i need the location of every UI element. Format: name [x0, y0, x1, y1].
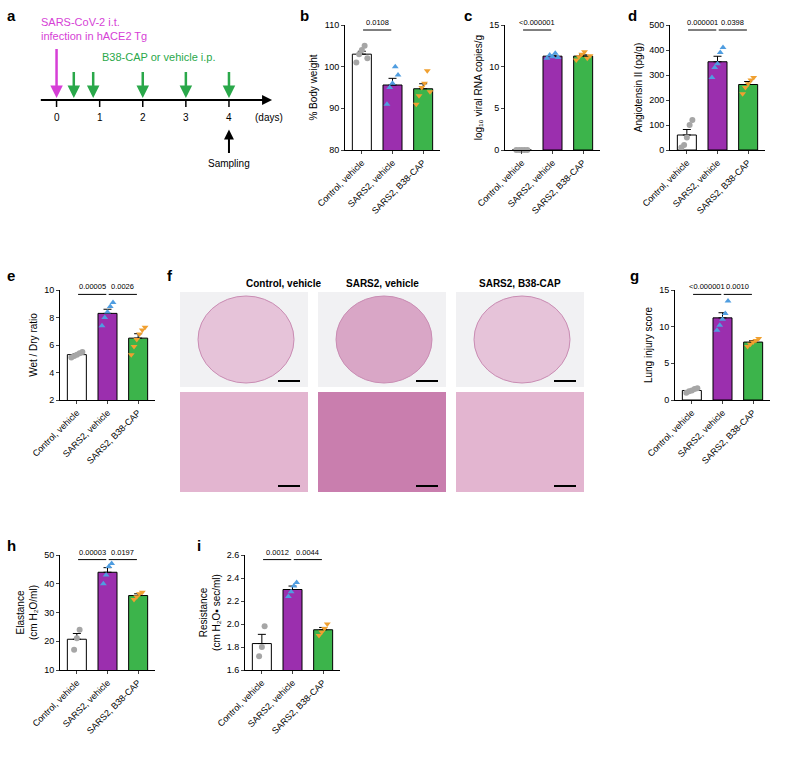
svg-text:SARS2, B38-CAP: SARS2, B38-CAP: [270, 678, 328, 736]
svg-text:0.0026: 0.0026: [111, 282, 134, 291]
svg-text:Control, vehicle: Control, vehicle: [246, 278, 321, 289]
svg-text:SARS2, B38-CAP: SARS2, B38-CAP: [370, 158, 428, 216]
svg-text:Control, vehicle: Control, vehicle: [646, 408, 697, 459]
svg-text:e: e: [7, 267, 15, 284]
svg-text:10: 10: [44, 665, 54, 675]
svg-text:Control, vehicle: Control, vehicle: [316, 158, 367, 209]
svg-text:5: 5: [494, 103, 499, 113]
svg-text:Control, vehicle: Control, vehicle: [641, 158, 692, 209]
svg-text:2: 2: [140, 112, 146, 123]
svg-text:10: 10: [44, 285, 54, 295]
svg-text:log₁₀ viral RNA copies/g: log₁₀ viral RNA copies/g: [473, 35, 484, 140]
svg-text:0.0012: 0.0012: [266, 548, 289, 557]
svg-text:a: a: [7, 7, 16, 24]
svg-text:d: d: [628, 7, 637, 24]
svg-text:0: 0: [494, 145, 499, 155]
svg-text:0: 0: [659, 145, 664, 155]
svg-text:SARS2, vehicle: SARS2, vehicle: [506, 158, 557, 209]
svg-text:SARS2, B38-CAP: SARS2, B38-CAP: [479, 278, 561, 289]
svg-text:5: 5: [664, 358, 669, 368]
svg-text:<0.000001: <0.000001: [519, 18, 555, 27]
svg-text:30: 30: [44, 608, 54, 618]
svg-text:Sampling: Sampling: [208, 158, 250, 169]
svg-text:(days): (days): [255, 112, 283, 123]
svg-text:0: 0: [664, 395, 669, 405]
svg-text:SARS2, vehicle: SARS2, vehicle: [246, 678, 297, 729]
svg-text:SARS2, vehicle: SARS2, vehicle: [346, 278, 419, 289]
svg-text:SARS2, vehicle: SARS2, vehicle: [61, 678, 112, 729]
svg-text:2.0: 2.0: [227, 619, 240, 629]
svg-text:SARS2, B38-CAP: SARS2, B38-CAP: [700, 408, 758, 466]
svg-text:100: 100: [649, 120, 664, 130]
svg-text:300: 300: [649, 70, 664, 80]
svg-text:SARS2, vehicle: SARS2, vehicle: [61, 408, 112, 459]
svg-text:h: h: [7, 537, 16, 554]
svg-text:1.6: 1.6: [227, 665, 240, 675]
svg-text:0: 0: [54, 112, 60, 123]
svg-text:80: 80: [329, 145, 339, 155]
svg-text:90: 90: [329, 103, 339, 113]
svg-text:0.0197: 0.0197: [111, 548, 134, 557]
svg-text:2.2: 2.2: [227, 596, 240, 606]
svg-text:Control, vehicle: Control, vehicle: [476, 158, 527, 209]
svg-text:6: 6: [49, 340, 54, 350]
svg-text:200: 200: [649, 95, 664, 105]
svg-text:0.0044: 0.0044: [296, 548, 319, 557]
svg-text:Control, vehicle: Control, vehicle: [216, 678, 267, 729]
svg-text:SARS2, vehicle: SARS2, vehicle: [346, 158, 397, 209]
svg-text:0.0108: 0.0108: [366, 18, 389, 27]
svg-text:Elastance(cm H₂O/ml): Elastance(cm H₂O/ml): [15, 585, 39, 640]
svg-text:10: 10: [489, 62, 499, 72]
svg-text:2.4: 2.4: [227, 573, 240, 583]
svg-text:500: 500: [649, 20, 664, 30]
svg-text:SARS2, B38-CAP: SARS2, B38-CAP: [530, 158, 588, 216]
svg-text:Wet / Dry ratio: Wet / Dry ratio: [28, 313, 39, 377]
svg-text:4: 4: [226, 112, 232, 123]
svg-text:Control, vehicle: Control, vehicle: [31, 408, 82, 459]
svg-text:50: 50: [44, 550, 54, 560]
svg-text:0.00005: 0.00005: [79, 282, 106, 291]
svg-text:g: g: [630, 267, 639, 284]
svg-text:4: 4: [49, 368, 54, 378]
svg-text:0.000001: 0.000001: [687, 18, 718, 27]
svg-text:SARS2, vehicle: SARS2, vehicle: [676, 408, 727, 459]
svg-text:Control, vehicle: Control, vehicle: [31, 678, 82, 729]
svg-text:100: 100: [324, 62, 339, 72]
svg-text:1.8: 1.8: [227, 642, 240, 652]
svg-text:15: 15: [659, 285, 669, 295]
svg-text:0.00003: 0.00003: [79, 548, 106, 557]
svg-text:2.6: 2.6: [227, 550, 240, 560]
svg-text:40: 40: [44, 579, 54, 589]
svg-text:<0.000001: <0.000001: [689, 282, 725, 291]
svg-text:2: 2: [49, 395, 54, 405]
svg-text:10: 10: [659, 322, 669, 332]
svg-text:0.0398: 0.0398: [721, 18, 744, 27]
svg-text:SARS2, B38-CAP: SARS2, B38-CAP: [85, 408, 143, 466]
svg-text:Lung injury score: Lung injury score: [643, 306, 654, 383]
svg-text:c: c: [464, 7, 472, 24]
svg-text:Angiotensin II (pg/g): Angiotensin II (pg/g): [633, 43, 644, 133]
svg-text:SARS-CoV-2 i.t.infection in hA: SARS-CoV-2 i.t.infection in hACE2 Tg: [41, 16, 147, 42]
svg-text:Resistance(cm H₂O▪ sec/ml): Resistance(cm H₂O▪ sec/ml): [198, 574, 222, 651]
svg-text:SARS2, vehicle: SARS2, vehicle: [671, 158, 722, 209]
svg-text:f: f: [167, 267, 173, 284]
svg-text:400: 400: [649, 45, 664, 55]
svg-text:b: b: [300, 7, 309, 24]
svg-text:20: 20: [44, 636, 54, 646]
svg-text:15: 15: [489, 20, 499, 30]
svg-text:% Body weight: % Body weight: [308, 54, 319, 120]
svg-text:SARS2, B38-CAP: SARS2, B38-CAP: [695, 158, 753, 216]
svg-text:8: 8: [49, 313, 54, 323]
svg-text:3: 3: [183, 112, 189, 123]
svg-text:B38-CAP or vehicle i.p.: B38-CAP or vehicle i.p.: [102, 51, 216, 63]
svg-text:0.0010: 0.0010: [726, 282, 749, 291]
svg-text:110: 110: [325, 20, 339, 30]
svg-text:i: i: [197, 537, 201, 554]
svg-text:1: 1: [97, 112, 103, 123]
svg-text:SARS2, B38-CAP: SARS2, B38-CAP: [85, 678, 143, 736]
